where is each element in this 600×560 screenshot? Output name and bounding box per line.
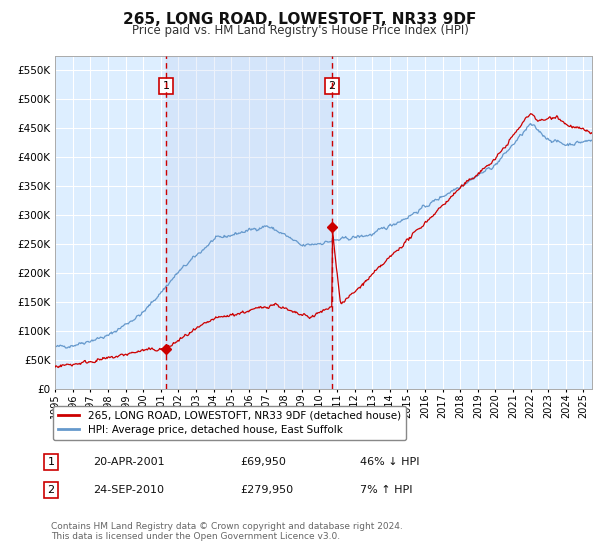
Text: 24-SEP-2010: 24-SEP-2010 — [93, 485, 164, 495]
Text: 1: 1 — [47, 457, 55, 467]
Text: 46% ↓ HPI: 46% ↓ HPI — [360, 457, 419, 467]
Text: 7% ↑ HPI: 7% ↑ HPI — [360, 485, 413, 495]
Text: £279,950: £279,950 — [240, 485, 293, 495]
Text: 1: 1 — [163, 81, 170, 91]
Legend: 265, LONG ROAD, LOWESTOFT, NR33 9DF (detached house), HPI: Average price, detach: 265, LONG ROAD, LOWESTOFT, NR33 9DF (det… — [53, 405, 406, 440]
Text: 2: 2 — [47, 485, 55, 495]
Text: £69,950: £69,950 — [240, 457, 286, 467]
Text: 2: 2 — [329, 81, 336, 91]
Text: 265, LONG ROAD, LOWESTOFT, NR33 9DF: 265, LONG ROAD, LOWESTOFT, NR33 9DF — [124, 12, 476, 27]
Bar — [166, 56, 332, 389]
Text: Contains HM Land Registry data © Crown copyright and database right 2024.
This d: Contains HM Land Registry data © Crown c… — [51, 522, 403, 542]
Text: 20-APR-2001: 20-APR-2001 — [93, 457, 164, 467]
Text: Price paid vs. HM Land Registry's House Price Index (HPI): Price paid vs. HM Land Registry's House … — [131, 24, 469, 37]
